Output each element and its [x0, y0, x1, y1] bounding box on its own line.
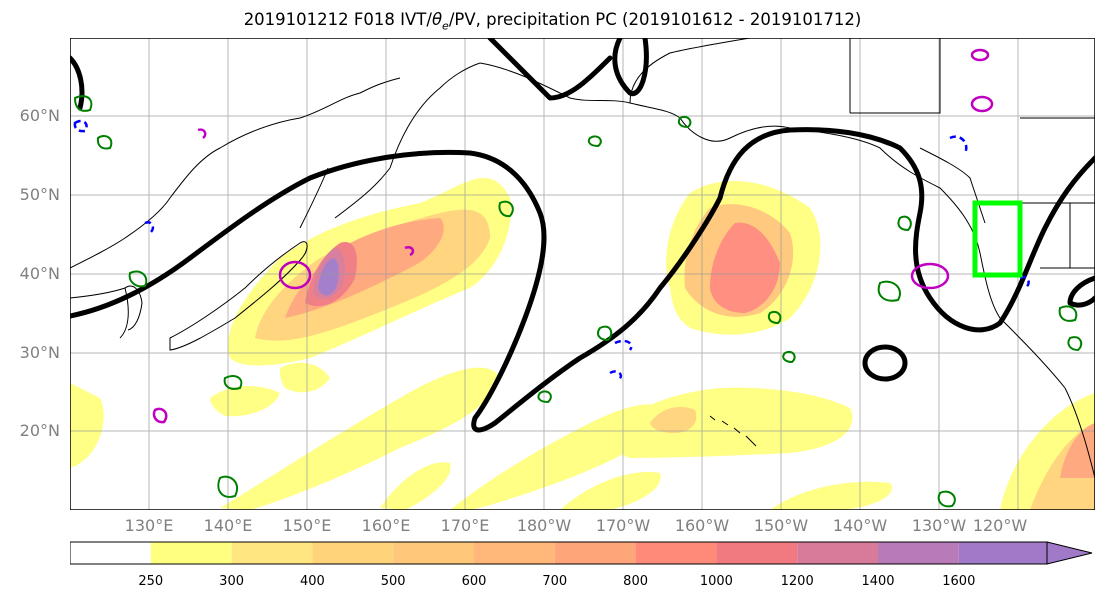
graticule [70, 38, 1095, 510]
target-region-box [972, 200, 1023, 278]
lat-label: 30°N [19, 343, 60, 362]
lon-label: 160°W [674, 516, 730, 535]
colorbar [70, 541, 1093, 565]
colorbar-cell [716, 542, 798, 564]
lon-label: 160°E [361, 516, 411, 535]
lat-label: 50°N [19, 185, 60, 204]
lat-label: 40°N [19, 264, 60, 283]
colorbar-tick-label: 1000 [699, 574, 733, 589]
lon-label: 180°W [516, 516, 572, 535]
colorbar-tick-label: 700 [542, 574, 568, 589]
colorbar-cell [635, 542, 717, 564]
colorbar-tick-label: 1400 [861, 574, 895, 589]
lat-label: 60°N [19, 106, 60, 125]
colorbar-frame [70, 541, 1048, 565]
colorbar-tick-label: 800 [623, 574, 648, 589]
colorbar-cell [70, 542, 151, 564]
magenta-contours [152, 48, 994, 424]
lon-label: 130°E [124, 516, 174, 535]
colorbar-tick-label: 600 [461, 574, 487, 589]
title-prefix: 2019101212 F018 IVT/ [243, 10, 432, 29]
title-sub: e [442, 19, 449, 33]
figure-title: 2019101212 F018 IVT/θe/PV, precipitation… [0, 10, 1105, 32]
lon-label: 120°W [972, 516, 1028, 535]
colorbar-tick-label: 1200 [780, 574, 814, 589]
title-theta: θ [431, 10, 443, 29]
colorbar-extend-fill [1047, 542, 1092, 564]
lat-label: 20°N [19, 421, 60, 440]
lon-label: 140°E [203, 516, 253, 535]
lon-label: 170°W [595, 516, 651, 535]
colorbar-tick-label: 250 [138, 574, 164, 589]
colorbar-cell [393, 542, 474, 564]
lon-label: 140°W [832, 516, 888, 535]
colorbar-cell [958, 542, 1047, 564]
colorbar-tick-label: 500 [380, 574, 406, 589]
colorbar-cell [150, 542, 232, 564]
colorbar-tick-label: 1600 [942, 574, 976, 589]
colorbar-cell [797, 542, 878, 564]
title-suffix: /PV, precipitation PC (2019101612 - 2019… [448, 10, 862, 29]
colorbar-cell [231, 542, 313, 564]
colorbar-cell [474, 542, 555, 564]
colorbar-tick-label: 300 [219, 574, 244, 589]
colorbar-cell [878, 542, 959, 564]
colorbar-cells [70, 542, 1092, 564]
lon-label: 150°W [753, 516, 809, 535]
green-contours [73, 95, 1083, 508]
colorbar-cell [312, 542, 394, 564]
lon-label: 130°W [911, 516, 967, 535]
lon-label: 170°E [440, 516, 490, 535]
map-panel[interactable] [70, 38, 1095, 510]
colorbar-extend-arrow [1046, 541, 1093, 565]
coastlines [70, 38, 1095, 479]
pv-contour [70, 38, 1095, 433]
colorbar-tick-label: 400 [299, 574, 325, 589]
lon-label: 150°E [282, 516, 332, 535]
colorbar-cell [554, 542, 636, 564]
